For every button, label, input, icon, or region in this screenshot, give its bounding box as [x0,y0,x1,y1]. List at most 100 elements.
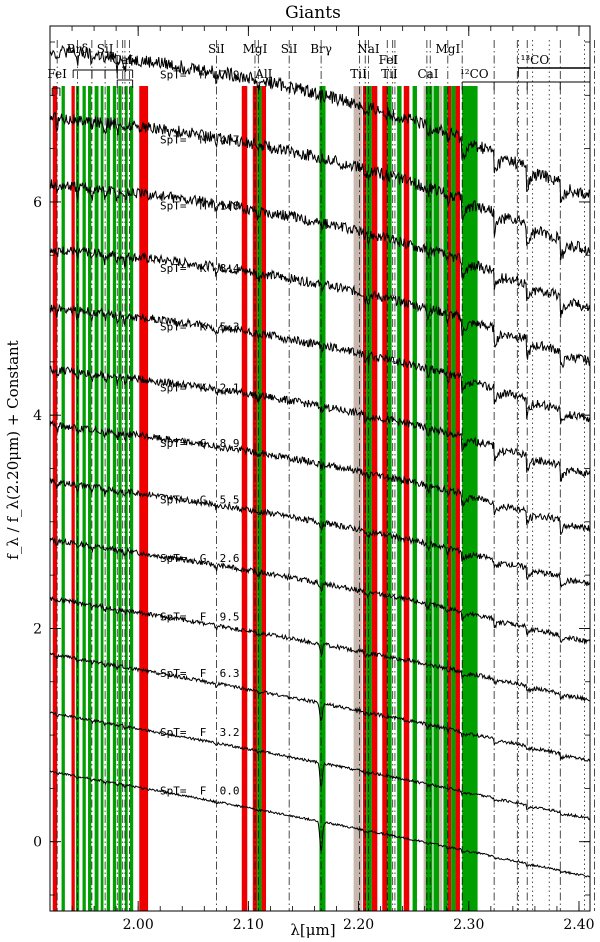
x-tick-label: 2.00 [123,917,154,933]
band-green [366,86,372,911]
band-green [75,86,80,911]
line-label: CaI [112,53,133,67]
band-red [455,86,460,911]
y-axis-label: f_λ / f_λ(2.20μm) + Constant [4,340,22,559]
spectrum-line [49,477,591,588]
spt-label: SpT= F 6.3 [160,667,239,680]
band-green [61,86,65,911]
band-green [118,86,122,911]
line-label: NaI [357,42,380,56]
band-green [443,86,448,911]
band-red [447,86,452,911]
band-green [462,86,478,911]
band-gray [439,86,443,911]
line-label: ¹³CO [521,53,550,67]
spt-label: SpT= K 5.3 [160,321,239,334]
band-green [94,86,99,911]
spectrum-line [49,536,591,645]
x-tick-label: 2.40 [563,917,594,933]
line-label: CaI [417,67,438,81]
spt-label: SpT= M 7.9 [160,69,239,82]
spt-label: SpT= G 5.5 [160,493,239,506]
line-label: SiI [97,42,114,56]
spectrum-line [49,112,591,261]
band-red [261,86,266,911]
spectrum-line [49,652,591,763]
band-red [252,86,258,911]
line-label: FeI [379,53,399,67]
spt-label: SpT= K 2.1 [160,381,239,394]
band-green [412,86,417,911]
spectrum-line [49,595,591,702]
band-gray [423,86,426,911]
y-tick-label: 0 [33,835,42,851]
y-tick-label: 4 [33,408,42,424]
band-green [387,86,392,911]
spectral-type-labels: SpT= M 7.9 SpT= M 4.7 SpT= M 1.8 SpT= K 8.4… [160,69,240,798]
band-green [124,86,128,911]
spt-label: SpT= M 4.7 [160,133,239,146]
band-red [371,86,378,911]
band-green [100,86,104,911]
band-red [71,86,75,911]
band-red [241,86,248,911]
spt-label: SpT= F 9.5 [160,611,239,624]
spt-label: SpT= F 0.0 [160,785,239,798]
band-red [139,86,149,911]
y-tick-label: 2 [33,621,42,637]
line-label: MgI [435,42,460,56]
line-label: AlI [254,67,273,81]
axis-ticks: 2.00 2.10 2.20 2.30 2.40 0 2 4 6 [33,26,595,933]
band-green [88,86,92,911]
spt-label: SpT= G 8.9 [160,437,239,450]
x-tick-label: 2.10 [233,917,264,933]
band-red [52,86,58,911]
plot-frame [49,25,591,912]
spectrum-line [49,711,591,821]
band-green [82,86,86,911]
spt-label: SpT= G 2.6 [160,552,239,565]
spectrum-line [49,420,591,536]
band-green [257,86,262,911]
band-green [451,86,456,911]
line-label: FeI [47,67,67,81]
band-red [362,86,367,911]
spectra-layer [49,44,591,878]
band-green [319,86,326,911]
x-axis-label: λ[μm] [290,921,335,939]
band-green [425,86,433,911]
band-green [397,86,402,911]
line-label: SiI [208,42,225,56]
line-label: TiI [381,67,398,81]
band-green [433,86,440,911]
line-label: ¹²CO [460,67,489,81]
band-red [403,86,410,911]
x-tick-label: 2.20 [343,917,374,933]
line-label: TiI [350,67,367,81]
band-layer [52,86,478,911]
spectrum-line [49,365,591,482]
band-green [106,86,111,911]
line-label: SiI [281,42,298,56]
line-marker-layer [51,40,595,911]
spt-label: SpT= M 1.8 [160,199,239,212]
band-red [382,86,388,911]
spectrum-line [49,44,591,204]
spectrum-line [49,770,591,878]
spt-label: SpT= F 3.2 [160,726,239,739]
chart-title: Giants [285,3,341,23]
spectrum-line [49,246,591,369]
line-label: Brδ [67,42,89,56]
spt-label: SpT= K 8.4 [160,262,240,275]
y-tick-label: 6 [33,195,42,211]
band-green [112,86,117,911]
line-label: Brγ [310,42,332,56]
band-green [129,86,134,911]
spectrum-line [49,179,591,319]
line-label: MgI [243,42,268,56]
x-tick-label: 2.30 [453,917,484,933]
spectrum-line [49,303,591,424]
band-gray [353,86,362,911]
